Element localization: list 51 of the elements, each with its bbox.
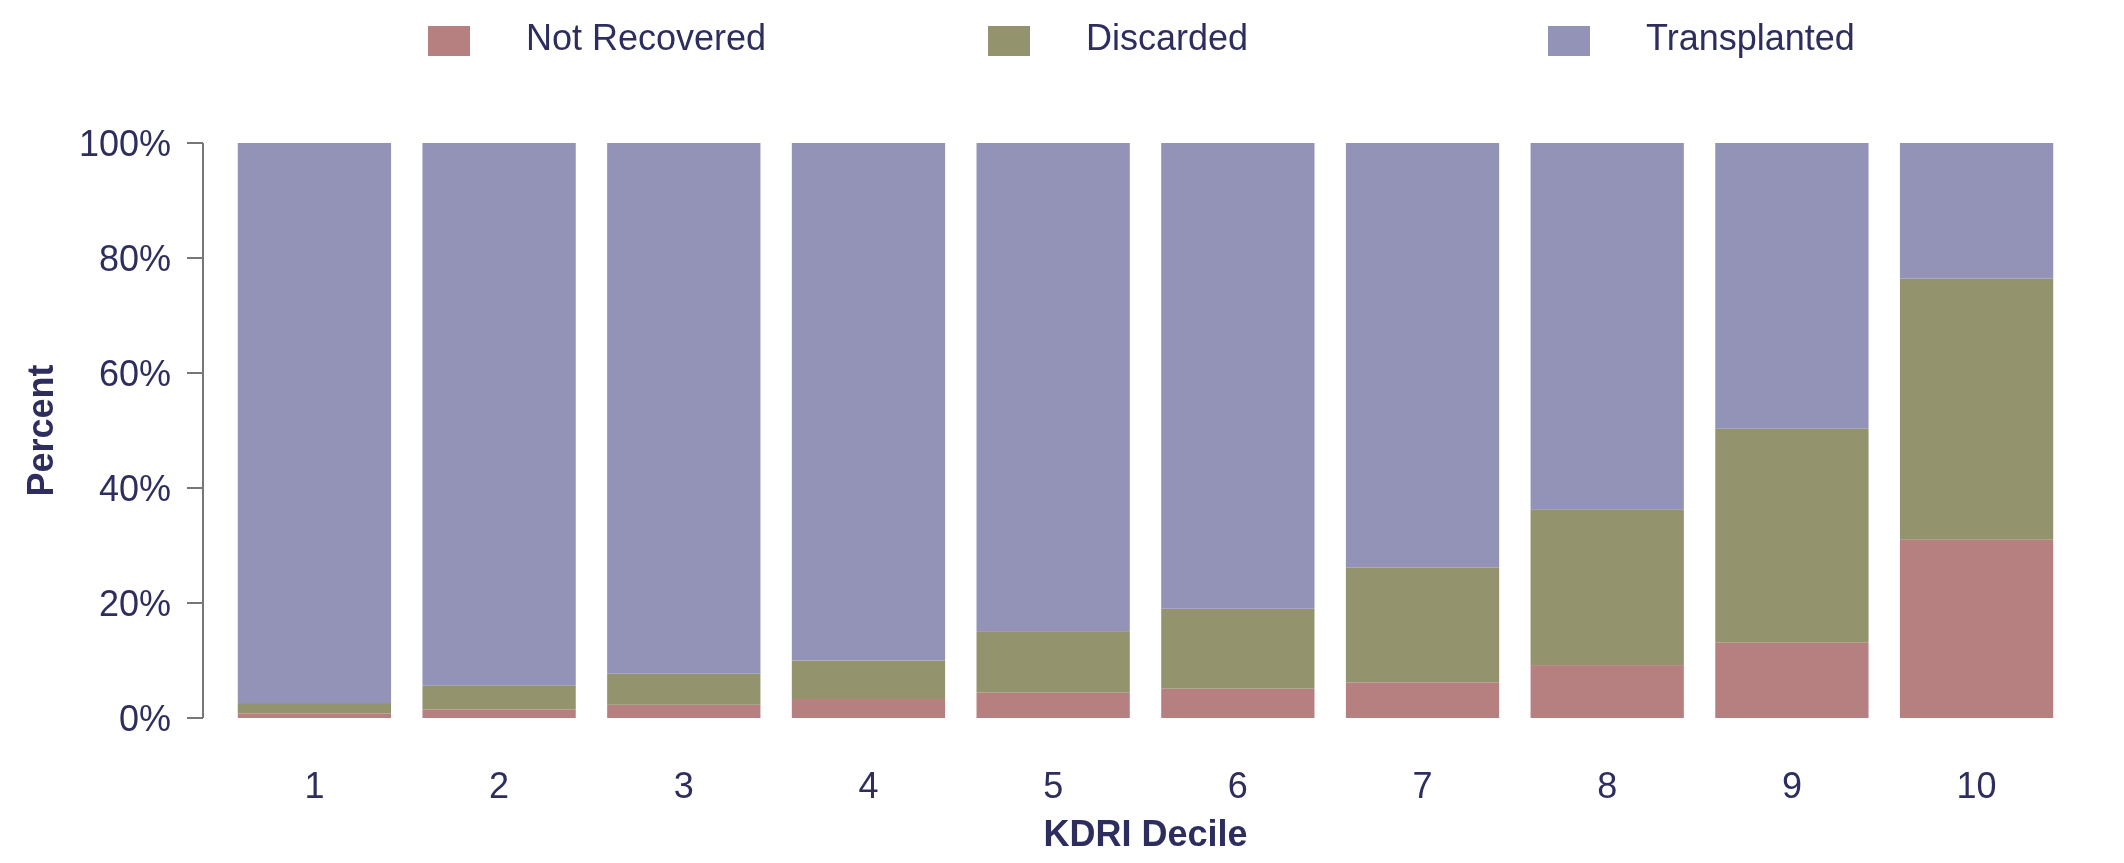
bar bbox=[1899, 143, 2054, 279]
x-tick-label: 9 bbox=[1781, 765, 1802, 806]
x-tick-label: 2 bbox=[489, 765, 510, 806]
bar bbox=[1345, 682, 1500, 718]
bar bbox=[976, 631, 1130, 693]
bar bbox=[607, 673, 761, 705]
bar bbox=[1345, 143, 1500, 568]
legend-label: Transplanted bbox=[1646, 17, 1855, 58]
x-tick-label: 6 bbox=[1227, 765, 1248, 806]
x-tick-label: 3 bbox=[673, 765, 694, 806]
bar bbox=[1899, 278, 2054, 540]
bar bbox=[976, 143, 1130, 632]
bar bbox=[607, 143, 761, 674]
x-tick-label: 8 bbox=[1597, 765, 1618, 806]
bar bbox=[1530, 143, 1684, 510]
legend-label: Discarded bbox=[1086, 17, 1249, 58]
y-axis-title: Percent bbox=[20, 364, 61, 497]
bar bbox=[1715, 642, 1869, 718]
y-tick-label: 80% bbox=[98, 237, 171, 279]
x-tick-label: 5 bbox=[1043, 765, 1064, 806]
y-tick-label: 40% bbox=[98, 467, 171, 509]
y-tick-label: 60% bbox=[98, 352, 171, 394]
x-tick-label: 1 bbox=[304, 765, 325, 806]
x-tick-label: 10 bbox=[1956, 765, 1997, 806]
bar bbox=[791, 143, 946, 661]
y-tick-label: 0% bbox=[118, 697, 171, 739]
bar bbox=[237, 703, 392, 714]
y-tick-label: 20% bbox=[98, 582, 171, 624]
bar bbox=[1899, 539, 2054, 718]
bar bbox=[791, 699, 946, 718]
bar bbox=[422, 709, 576, 718]
legend-label: Not Recovered bbox=[526, 17, 767, 58]
bar bbox=[976, 692, 1130, 718]
bar bbox=[1530, 665, 1684, 718]
x-tick-label: 7 bbox=[1412, 765, 1433, 806]
bar bbox=[791, 660, 946, 700]
bar bbox=[237, 143, 392, 704]
bar bbox=[607, 704, 761, 718]
bar bbox=[1161, 688, 1315, 718]
bar bbox=[237, 713, 392, 718]
x-tick-label: 4 bbox=[858, 765, 879, 806]
x-axis-title: KDRI Decile bbox=[1043, 813, 1248, 854]
bar bbox=[1161, 608, 1315, 689]
bar bbox=[422, 143, 576, 686]
bar bbox=[1345, 567, 1500, 683]
bar bbox=[1161, 143, 1315, 609]
bar bbox=[422, 685, 576, 710]
bar bbox=[1530, 509, 1684, 666]
y-tick-label: 100% bbox=[78, 122, 171, 164]
bar bbox=[1715, 143, 1869, 429]
bar bbox=[1715, 428, 1869, 643]
